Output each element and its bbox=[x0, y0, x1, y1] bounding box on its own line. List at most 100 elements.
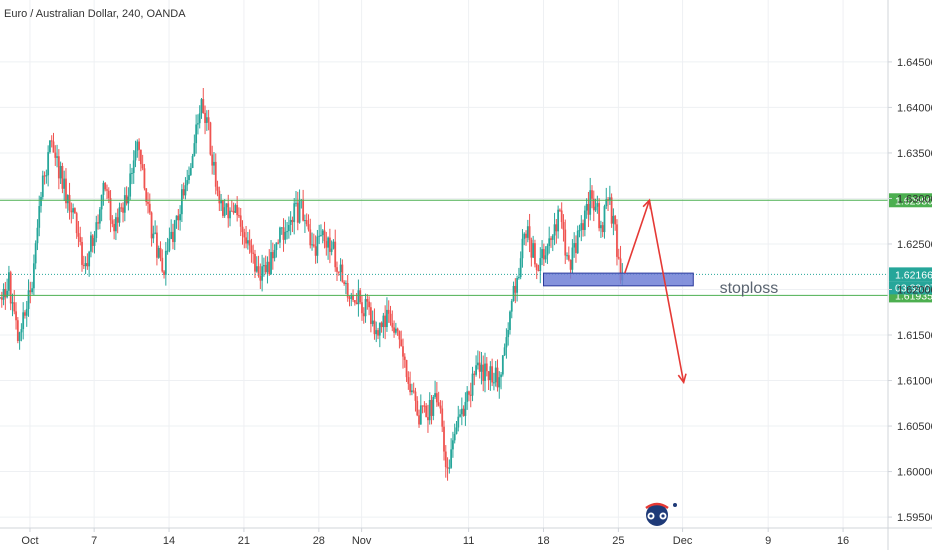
candle-body bbox=[407, 377, 410, 384]
level-price-tag bbox=[889, 267, 932, 282]
candle-body bbox=[111, 220, 114, 224]
stoploss-zone bbox=[542, 272, 694, 287]
candle-body bbox=[246, 240, 249, 244]
candle-body bbox=[252, 252, 255, 254]
candle-body bbox=[8, 272, 10, 291]
candle-body bbox=[393, 327, 395, 333]
candle-body bbox=[54, 152, 57, 158]
candle-body bbox=[236, 205, 239, 216]
candle-body bbox=[275, 242, 278, 250]
candle-body bbox=[457, 416, 460, 428]
candle-body bbox=[232, 211, 235, 213]
price-tick-label: 1.64000 bbox=[897, 102, 932, 114]
candle-body bbox=[134, 150, 137, 161]
candle-body bbox=[250, 245, 253, 253]
candle-body bbox=[61, 165, 64, 189]
candle-body bbox=[221, 200, 224, 216]
candle-body bbox=[266, 261, 269, 273]
candle-body bbox=[107, 190, 110, 199]
candle-body bbox=[437, 402, 440, 406]
candle-body bbox=[273, 249, 276, 259]
time-tick-label: Oct bbox=[21, 535, 38, 547]
candle-body bbox=[514, 285, 517, 293]
candle-body bbox=[95, 222, 98, 239]
candle-body bbox=[559, 209, 561, 211]
candle-body bbox=[191, 156, 194, 169]
countdown-label: 03:39:07 bbox=[895, 282, 932, 294]
candle-body bbox=[211, 154, 214, 166]
candle-body bbox=[537, 270, 540, 272]
candle-body bbox=[505, 337, 508, 348]
candle-body bbox=[519, 258, 522, 278]
candle-body bbox=[517, 277, 520, 279]
candle-body bbox=[377, 330, 379, 336]
candle-body bbox=[70, 210, 73, 213]
candle-body bbox=[550, 238, 552, 240]
candle-body bbox=[56, 156, 58, 158]
candle-body bbox=[423, 405, 426, 407]
candle-body bbox=[311, 244, 313, 246]
candle-body bbox=[562, 222, 565, 230]
candle-body bbox=[234, 205, 237, 213]
candle-body bbox=[259, 275, 262, 281]
candle-body bbox=[337, 271, 340, 273]
candle-body bbox=[603, 206, 606, 233]
candle-body bbox=[81, 241, 83, 265]
candle-body bbox=[452, 440, 454, 450]
candle-body bbox=[320, 235, 322, 237]
candle-body bbox=[419, 405, 422, 425]
candle-body bbox=[362, 313, 365, 317]
candle-body bbox=[305, 220, 308, 225]
candle-body bbox=[136, 141, 139, 151]
price-tick-label: 1.60000 bbox=[897, 467, 932, 479]
candle-body bbox=[341, 264, 344, 282]
candle-body bbox=[271, 252, 274, 259]
price-tick-label: 1.61000 bbox=[897, 376, 932, 388]
candle-body bbox=[268, 261, 271, 275]
candle-body bbox=[189, 168, 192, 176]
candle-body bbox=[548, 238, 551, 246]
candle-body bbox=[172, 231, 174, 243]
candle-body bbox=[473, 373, 476, 375]
candle-body bbox=[343, 281, 346, 284]
candle-body bbox=[612, 215, 615, 224]
candle-body bbox=[402, 346, 404, 357]
candle-body bbox=[32, 263, 35, 289]
candle-body bbox=[575, 243, 577, 254]
candle-body bbox=[339, 264, 342, 273]
candle-body bbox=[41, 175, 44, 197]
candle-body bbox=[327, 237, 329, 248]
time-tick-label: Nov bbox=[352, 535, 372, 547]
candle-body bbox=[542, 249, 545, 260]
candle-body bbox=[448, 467, 451, 469]
candle-body bbox=[195, 124, 198, 144]
chart-title: Euro / Australian Dollar, 240, OANDA bbox=[4, 8, 186, 20]
candle-body bbox=[530, 239, 533, 258]
candle-body bbox=[430, 400, 433, 416]
drawings: stoploss bbox=[542, 198, 778, 385]
candle-body bbox=[534, 243, 536, 265]
candle-body bbox=[316, 236, 319, 256]
candle-body bbox=[263, 265, 265, 267]
candle-body bbox=[148, 203, 151, 213]
candle-body bbox=[521, 238, 524, 259]
candle-body bbox=[98, 209, 101, 224]
candle-body bbox=[428, 400, 431, 421]
candle-body bbox=[348, 297, 351, 299]
time-tick-label: 14 bbox=[163, 535, 175, 547]
candle-body bbox=[163, 271, 165, 275]
candle-body bbox=[131, 172, 133, 174]
price-tick-label: 1.63000 bbox=[897, 193, 932, 205]
level-price-tag bbox=[889, 193, 932, 208]
candle-body bbox=[464, 401, 467, 416]
candle-body bbox=[177, 215, 180, 221]
candle-body bbox=[287, 225, 290, 232]
candle-body bbox=[396, 328, 399, 332]
candle-body bbox=[38, 206, 41, 228]
candle-body bbox=[184, 185, 187, 196]
candle-body bbox=[434, 393, 436, 397]
candle-body bbox=[375, 330, 378, 335]
candle-body bbox=[22, 312, 25, 330]
